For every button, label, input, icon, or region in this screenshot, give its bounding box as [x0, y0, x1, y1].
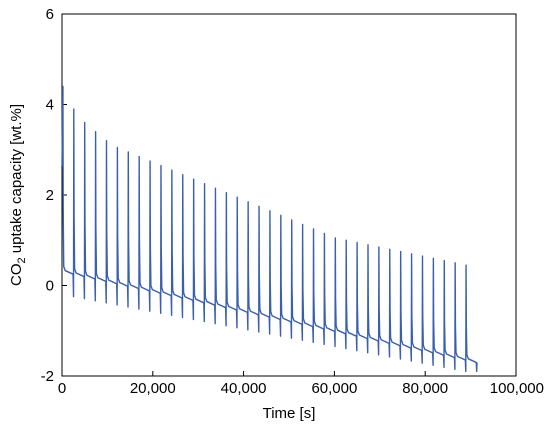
y-axis-label: CO2 uptake capacity [wt.%]	[8, 104, 28, 286]
x-tick-label: 60,000	[311, 380, 357, 397]
y-axis-label-rest: uptake capacity [wt.%]	[8, 104, 25, 257]
y-axis-label-main: CO	[8, 264, 25, 287]
x-axis-ticks: 0 20,000 40,000 60,000 80,000 100,000	[58, 371, 544, 397]
y-tick-label: 2	[46, 187, 54, 204]
x-tick-label: 80,000	[402, 380, 448, 397]
y-tick-label: 6	[46, 6, 54, 23]
y-tick-label: 4	[46, 97, 54, 114]
x-tick-label: 100,000	[490, 380, 544, 397]
y-tick-label: -2	[41, 368, 54, 385]
y-axis-ticks: -2 0 2 4 6	[41, 6, 67, 385]
x-tick-label: 40,000	[221, 380, 267, 397]
y-tick-label: 0	[46, 278, 54, 295]
y-axis-label-subscript: 2	[16, 257, 28, 263]
x-tick-label: 0	[58, 380, 66, 397]
x-axis-label: Time [s]	[263, 405, 316, 422]
series-line	[61, 85, 478, 373]
x-tick-label: 20,000	[130, 380, 176, 397]
